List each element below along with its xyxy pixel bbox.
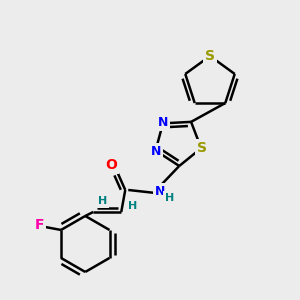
Text: F: F: [34, 218, 44, 232]
Text: H: H: [98, 196, 107, 206]
Text: H: H: [165, 193, 174, 203]
Text: N: N: [155, 185, 165, 199]
Text: H: H: [128, 201, 137, 211]
Text: O: O: [105, 158, 117, 172]
Text: N: N: [150, 145, 161, 158]
Text: S: S: [197, 141, 207, 155]
Text: S: S: [205, 49, 215, 63]
Text: N: N: [158, 116, 168, 129]
